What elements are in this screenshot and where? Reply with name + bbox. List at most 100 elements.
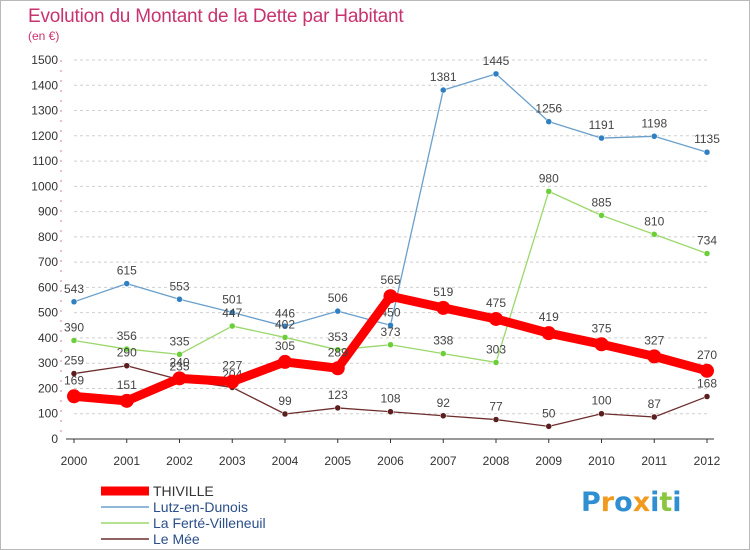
data-label: 100 xyxy=(591,394,611,408)
data-point xyxy=(598,134,605,142)
data-label: 169 xyxy=(64,373,84,387)
data-point xyxy=(703,250,711,257)
data-point xyxy=(594,337,609,352)
data-point xyxy=(334,346,341,354)
data-point xyxy=(70,298,78,306)
x-tick-label: 2001 xyxy=(113,454,140,468)
data-point xyxy=(703,393,711,400)
data-point xyxy=(598,410,605,417)
x-tick-label: 2005 xyxy=(324,454,351,468)
data-point xyxy=(70,370,78,377)
data-point xyxy=(334,404,341,412)
data-point xyxy=(67,389,81,404)
data-point xyxy=(545,118,552,125)
x-tick-label: 2006 xyxy=(377,454,404,468)
logo-letter: x xyxy=(632,487,651,518)
y-tick-label: 1500 xyxy=(31,53,58,67)
data-label: 335 xyxy=(169,334,189,348)
data-point xyxy=(647,349,662,364)
data-label: 501 xyxy=(222,292,242,306)
data-label: 810 xyxy=(644,214,664,228)
data-point xyxy=(492,359,500,366)
data-label: 553 xyxy=(169,279,189,293)
data-label: 885 xyxy=(591,195,611,209)
chart-title: Evolution du Montant de la Dette par Hab… xyxy=(28,6,404,27)
y-tick-label: 600 xyxy=(38,280,58,294)
data-point xyxy=(651,231,658,238)
data-point xyxy=(119,393,134,408)
y-tick-label: 1200 xyxy=(31,129,58,143)
legend-label: THIVILLE xyxy=(153,483,214,499)
y-tick-label: 100 xyxy=(38,407,58,421)
data-point xyxy=(123,345,130,353)
data-point xyxy=(492,416,500,423)
x-tick-label: 2012 xyxy=(694,454,721,468)
y-tick-label: 1000 xyxy=(31,179,58,193)
data-label: 475 xyxy=(486,296,506,310)
x-tick-label: 2009 xyxy=(535,454,562,468)
logo-letter: P xyxy=(581,487,601,518)
data-label: 447 xyxy=(222,306,242,320)
data-label: 303 xyxy=(486,342,506,356)
data-point xyxy=(440,350,447,357)
legend-label: La Ferté-Villeneuil xyxy=(153,515,266,531)
data-point xyxy=(229,322,236,330)
legend-label: Le Mée xyxy=(153,531,200,547)
data-label: 305 xyxy=(275,339,295,353)
data-point xyxy=(545,188,552,195)
data-label: 353 xyxy=(328,330,348,344)
data-label: 235 xyxy=(169,360,189,374)
data-point xyxy=(598,212,605,219)
data-point xyxy=(387,341,394,349)
data-label: 446 xyxy=(275,306,295,320)
data-label: 290 xyxy=(117,346,137,360)
data-label: 123 xyxy=(328,388,348,402)
data-point xyxy=(172,371,187,386)
data-point xyxy=(123,362,130,369)
data-point xyxy=(70,337,78,344)
data-point xyxy=(492,70,500,78)
data-label: 565 xyxy=(380,273,400,287)
data-point xyxy=(489,311,503,326)
y-tick-label: 300 xyxy=(38,356,58,370)
data-label: 289 xyxy=(328,345,348,359)
data-label: 734 xyxy=(697,234,717,248)
x-tick-label: 2002 xyxy=(166,454,193,468)
data-point xyxy=(651,133,658,140)
data-label: 375 xyxy=(591,321,611,335)
legend-label: Lutz-en-Dunois xyxy=(153,499,248,515)
data-point xyxy=(436,300,451,315)
data-label: 168 xyxy=(697,377,717,391)
logo-letter: o xyxy=(614,487,633,518)
y-tick-label: 0 xyxy=(51,432,58,446)
data-label: 259 xyxy=(64,354,84,368)
data-point xyxy=(123,280,130,287)
data-point xyxy=(703,148,711,156)
x-tick-label: 2004 xyxy=(272,454,299,468)
y-tick-label: 1100 xyxy=(32,154,58,168)
y-tick-label: 800 xyxy=(38,230,58,244)
y-tick-label: 500 xyxy=(38,306,58,320)
data-point xyxy=(225,374,240,389)
data-label: 1135 xyxy=(694,132,720,146)
y-tick-label: 1300 xyxy=(31,104,58,118)
x-tick-label: 2010 xyxy=(588,454,615,468)
data-label: 99 xyxy=(278,394,292,408)
chart-subtitle: (en €) xyxy=(28,29,60,43)
data-point xyxy=(700,363,714,378)
data-point xyxy=(334,307,341,315)
data-label: 390 xyxy=(64,320,84,334)
data-point xyxy=(387,322,394,329)
data-label: 151 xyxy=(117,378,137,392)
data-label: 50 xyxy=(542,406,556,420)
data-point xyxy=(278,354,292,369)
data-label: 227 xyxy=(222,359,242,373)
data-point xyxy=(545,423,552,430)
data-label: 615 xyxy=(117,264,137,278)
data-point xyxy=(229,309,236,316)
data-point xyxy=(176,296,183,303)
data-point xyxy=(651,413,658,421)
data-label: 356 xyxy=(117,329,137,343)
y-tick-label: 700 xyxy=(38,255,58,269)
